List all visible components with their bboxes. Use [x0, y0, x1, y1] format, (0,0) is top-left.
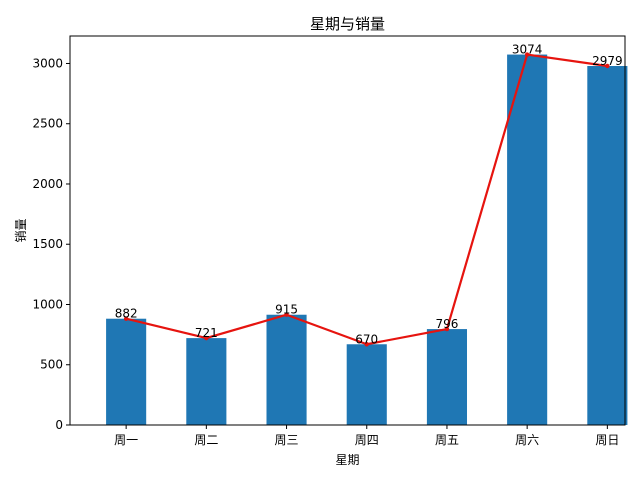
- bar-2: [266, 314, 307, 425]
- x-tick-label-5: 周六: [515, 433, 539, 447]
- x-axis-label: 星期: [335, 453, 359, 467]
- line-point-5: [524, 52, 530, 57]
- y-tick-label-1: 500: [40, 358, 63, 372]
- x-tick-label-4: 周五: [435, 433, 459, 447]
- line-point-0: [123, 316, 129, 321]
- data-label-1: 721: [195, 326, 218, 340]
- line-point-4: [444, 326, 450, 332]
- bar-1: [186, 338, 227, 425]
- y-tick-label-3: 1500: [32, 237, 63, 251]
- bar-6: [587, 66, 628, 426]
- x-tick-label-6: 周日: [595, 433, 619, 447]
- data-label-2: 915: [275, 303, 298, 317]
- chart-title: 星期与销量: [310, 15, 385, 33]
- data-label-3: 670: [355, 332, 378, 346]
- bar-3: [346, 344, 387, 425]
- x-tick-label-0: 周一: [114, 433, 138, 447]
- plot-frame: [69, 35, 626, 426]
- line-point-3: [364, 342, 369, 347]
- y-tick-label-5: 2500: [32, 117, 63, 131]
- line-point-1: [204, 335, 209, 341]
- bar-4: [426, 329, 468, 425]
- y-tick-label-6: 3000: [32, 56, 63, 70]
- bar-5: [507, 54, 548, 426]
- data-label-6: 2979: [592, 54, 623, 68]
- y-tick-label-0: 0: [55, 418, 63, 432]
- line-point-6: [605, 63, 610, 69]
- x-tick-label-3: 周四: [355, 433, 379, 447]
- data-label-4: 796: [435, 317, 458, 331]
- bar-0: [106, 318, 147, 425]
- data-label-0: 882: [115, 307, 138, 321]
- y-tick-label-4: 2000: [32, 177, 63, 191]
- data-label-5: 3074: [512, 43, 543, 57]
- line-point-2: [284, 312, 289, 317]
- x-tick-label-1: 周二: [194, 433, 218, 447]
- x-tick-label-2: 周三: [275, 433, 299, 447]
- y-axis-label: 销量: [14, 218, 28, 242]
- y-tick-label-2: 1000: [32, 297, 63, 311]
